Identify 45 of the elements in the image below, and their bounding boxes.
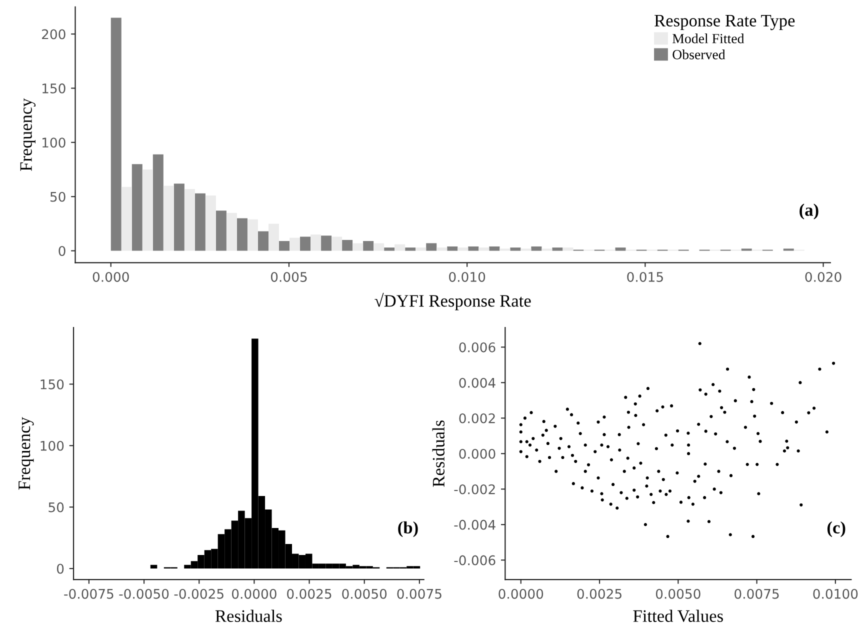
- y-axis-title: Residuals: [432, 420, 445, 487]
- x-axis-title: Fitted Values: [633, 610, 723, 622]
- y-tick-label: -0.002: [454, 484, 495, 494]
- x-axis-title: Residuals: [215, 610, 282, 622]
- legend-title: Response Rate Type: [654, 14, 795, 30]
- x-tick-label: -0.0050: [119, 588, 169, 599]
- legend-label: Model Fitted: [672, 34, 744, 44]
- y-tick-label: 0.006: [459, 342, 496, 352]
- x-tick-label: -0.0075: [64, 588, 114, 599]
- x-tick-label: -0.0025: [174, 588, 224, 599]
- x-tick-label: 0.005: [270, 272, 307, 282]
- annotation: (b): [398, 521, 418, 538]
- y-tick-label: 100: [40, 440, 64, 451]
- x-tick-label: 0.010: [449, 272, 486, 282]
- y-tick-label: -0.004: [454, 520, 496, 530]
- x-tick-label: 0.0100: [813, 588, 858, 599]
- y-tick-label: 0: [56, 564, 64, 574]
- x-tick-label: 0.020: [805, 272, 842, 282]
- y-tick-label: -0.006: [454, 555, 496, 566]
- x-tick-label: 0.0075: [734, 588, 779, 599]
- y-tick-label: 150: [42, 83, 66, 94]
- annotation: (c): [827, 521, 846, 538]
- x-tick-label: 0.0025: [577, 588, 622, 599]
- y-tick-label: 0.004: [459, 378, 496, 388]
- x-tick-label: 0.0000: [232, 588, 276, 599]
- y-tick-label: 100: [42, 138, 66, 148]
- x-tick-label: 0.0050: [656, 588, 700, 599]
- y-tick-label: 0: [58, 246, 66, 256]
- x-tick-label: 0.0000: [498, 588, 544, 599]
- y-tick-label: 50: [50, 192, 66, 202]
- legend-label: Observed: [672, 50, 726, 60]
- x-axis-title: √DYFI Response Rate: [374, 292, 531, 310]
- annotation: (a): [800, 204, 818, 220]
- x-tick-label: 0.0075: [397, 588, 442, 599]
- y-tick-label: 200: [42, 29, 66, 40]
- x-tick-label: 0.0050: [342, 588, 387, 599]
- y-axis-title: Frequency: [20, 98, 36, 171]
- y-tick-label: 50: [48, 502, 64, 512]
- y-axis-title: Frequency: [18, 417, 34, 490]
- y-tick-label: 150: [40, 379, 64, 390]
- x-tick-label: 0.000: [92, 272, 129, 282]
- y-tick-label: 0.000: [459, 448, 496, 459]
- y-tick-label: 0.002: [459, 413, 495, 424]
- x-tick-label: 0.015: [627, 272, 663, 282]
- x-tick-label: 0.0025: [287, 588, 332, 599]
